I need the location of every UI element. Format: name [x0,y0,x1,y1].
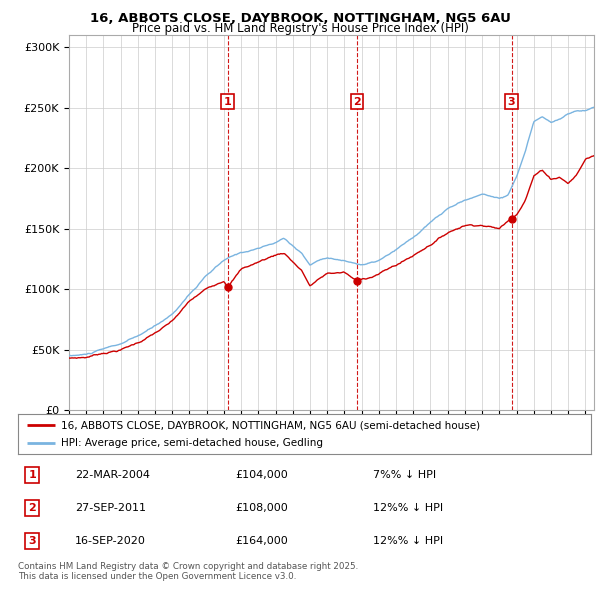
Text: Contains HM Land Registry data © Crown copyright and database right 2025.
This d: Contains HM Land Registry data © Crown c… [18,562,358,581]
Text: £164,000: £164,000 [236,536,289,546]
Text: 16, ABBOTS CLOSE, DAYBROOK, NOTTINGHAM, NG5 6AU: 16, ABBOTS CLOSE, DAYBROOK, NOTTINGHAM, … [89,12,511,25]
Text: HPI: Average price, semi-detached house, Gedling: HPI: Average price, semi-detached house,… [61,438,323,448]
Text: 1: 1 [28,470,36,480]
Text: Price paid vs. HM Land Registry's House Price Index (HPI): Price paid vs. HM Land Registry's House … [131,22,469,35]
Text: £104,000: £104,000 [236,470,289,480]
Text: 3: 3 [508,97,515,107]
Text: 2: 2 [28,503,36,513]
Text: 27-SEP-2011: 27-SEP-2011 [76,503,146,513]
Text: 16-SEP-2020: 16-SEP-2020 [76,536,146,546]
Text: 22-MAR-2004: 22-MAR-2004 [76,470,151,480]
Text: 3: 3 [29,536,36,546]
Text: 12%% ↓ HPI: 12%% ↓ HPI [373,503,443,513]
Text: 1: 1 [224,97,232,107]
Text: 16, ABBOTS CLOSE, DAYBROOK, NOTTINGHAM, NG5 6AU (semi-detached house): 16, ABBOTS CLOSE, DAYBROOK, NOTTINGHAM, … [61,420,480,430]
Text: 12%% ↓ HPI: 12%% ↓ HPI [373,536,443,546]
Text: £108,000: £108,000 [236,503,289,513]
Text: 2: 2 [353,97,361,107]
Text: 7%% ↓ HPI: 7%% ↓ HPI [373,470,436,480]
